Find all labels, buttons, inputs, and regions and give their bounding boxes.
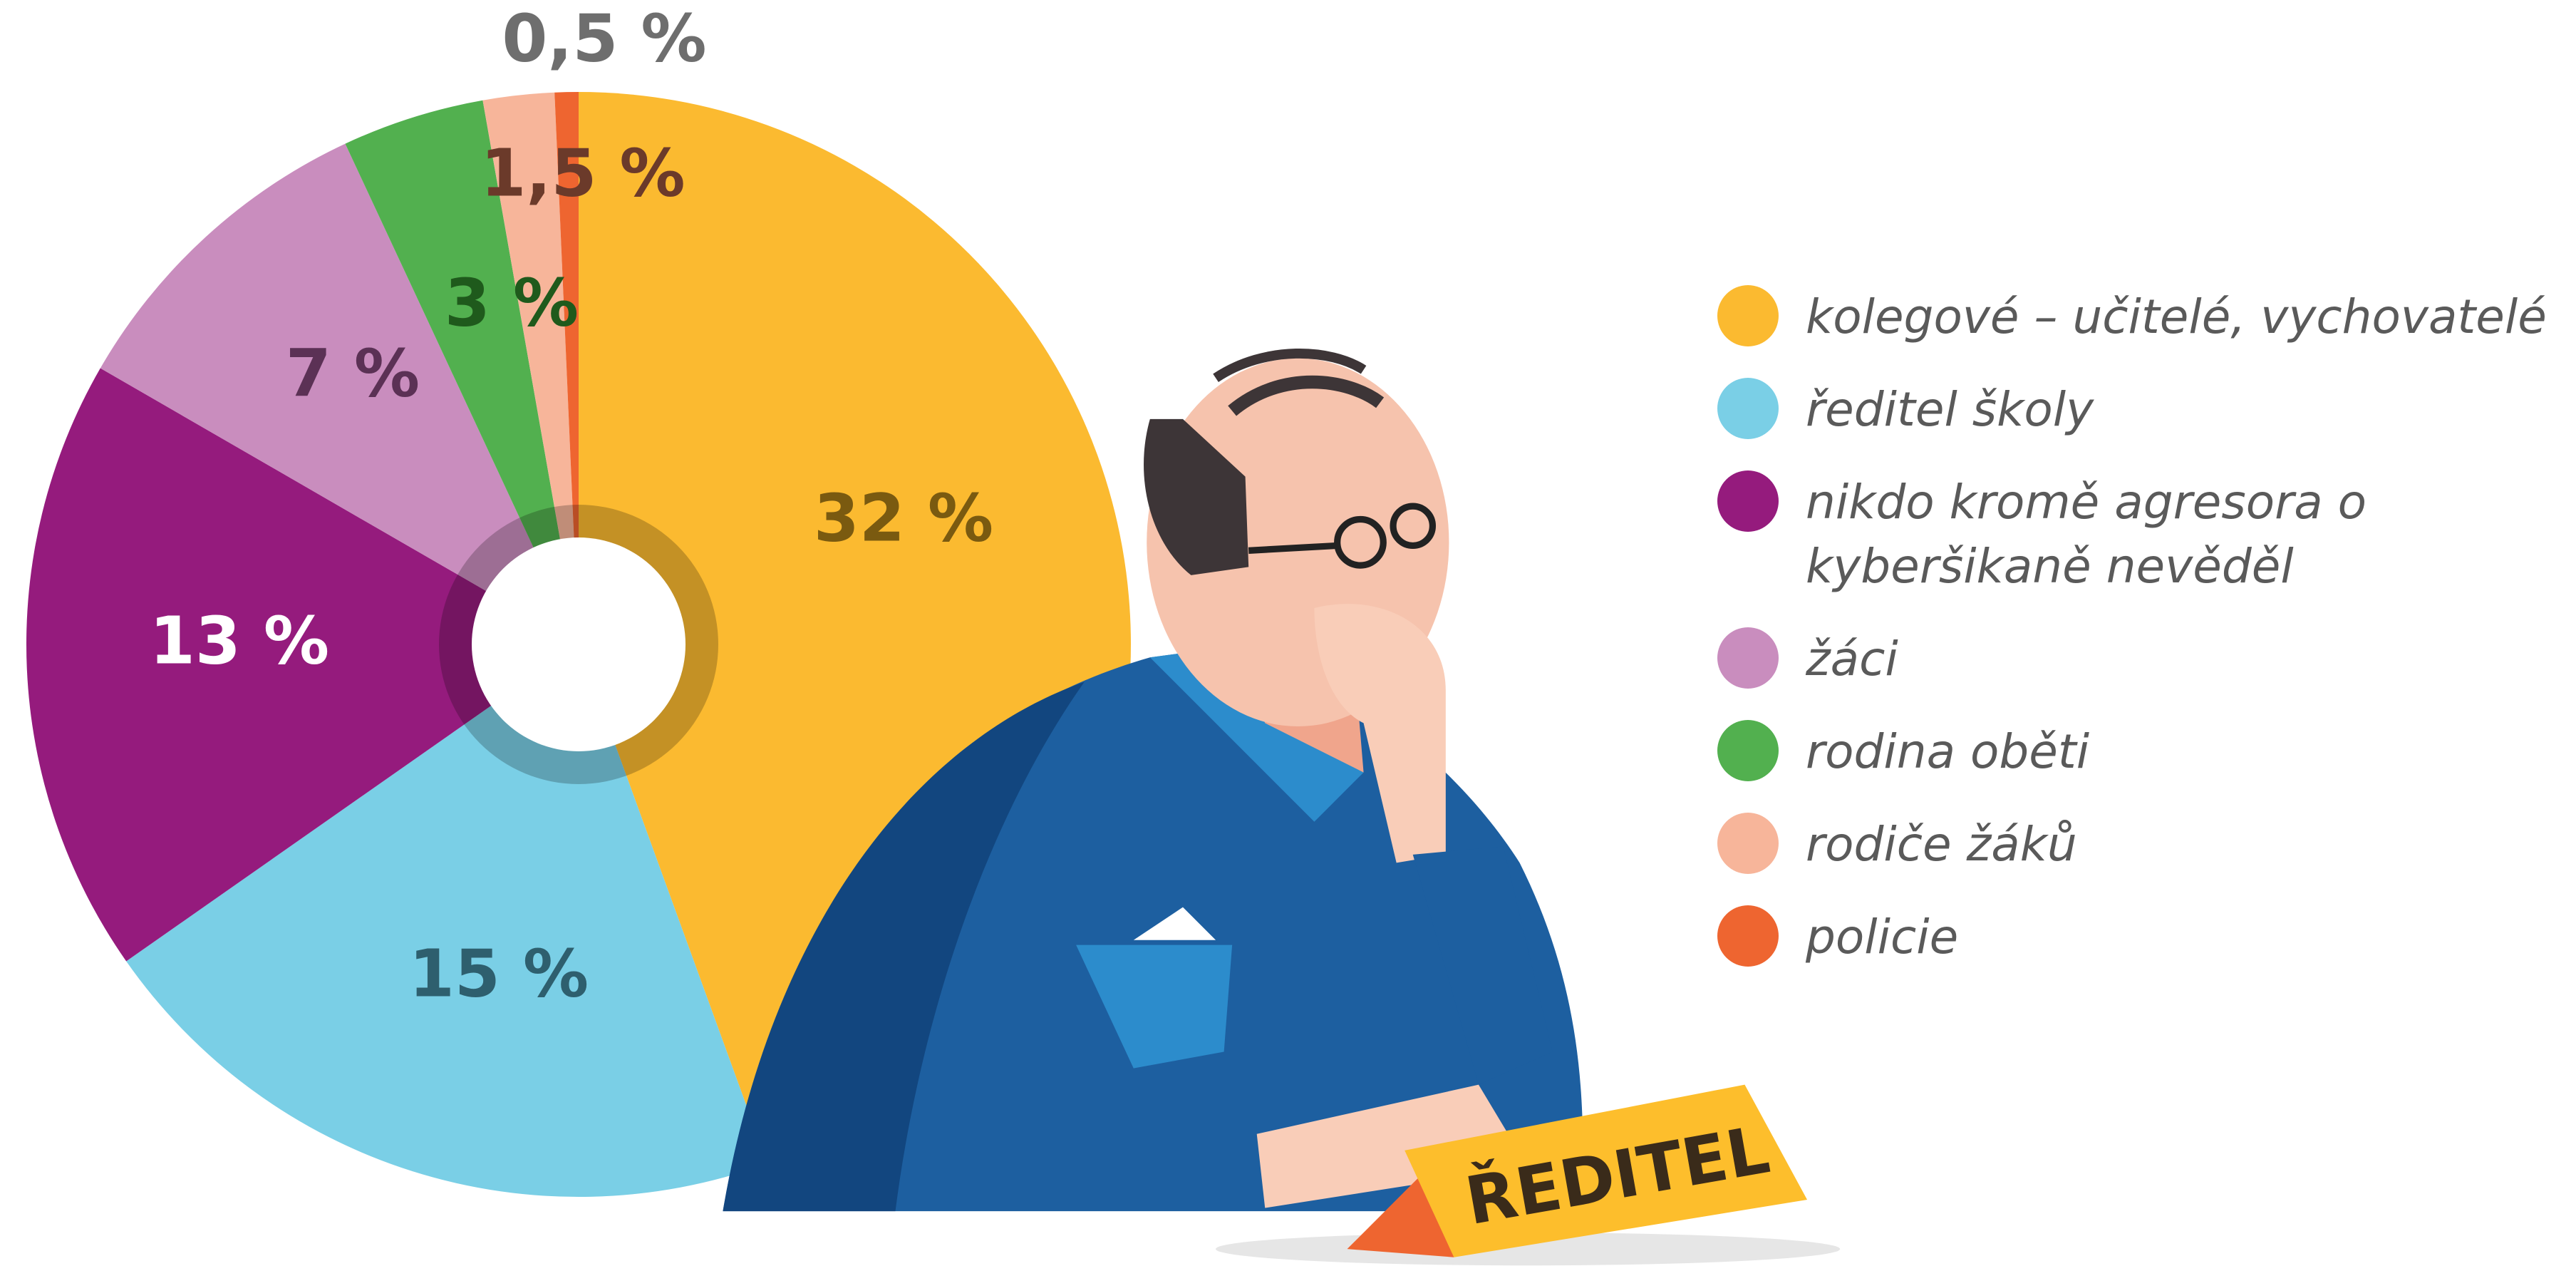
legend: kolegové – učitelé, vychovatelé ředitel š… [1717,285,2576,969]
data-label: 3 % [445,264,579,341]
legend-label: rodiče žáků [1806,817,2077,872]
legend-label: žáci [1806,632,1898,686]
legend-item: ředitel školy [1717,378,2576,442]
legend-label: kolegové – učitelé, vychovatelé [1806,289,2547,344]
legend-swatch [1717,470,1779,532]
pie-slice [482,92,579,645]
legend-swatch [1717,720,1779,781]
collar [1149,644,1364,822]
pocket [1076,945,1233,1069]
data-label: 15 % [409,935,589,1012]
legend-label: ředitel školy [1806,382,2094,437]
glasses [1390,503,1437,550]
hair [1144,418,1249,575]
legend-swatch [1717,813,1779,874]
legend-item: kolegové – učitelé, vychovatelé [1717,285,2576,349]
hair-top [1228,375,1385,416]
legend-swatch [1717,905,1779,967]
arm [1412,846,1553,1085]
data-label: 13 % [150,602,329,679]
body-shade [723,681,1085,1212]
handkerchief [1133,907,1216,940]
hair-top [1213,349,1367,383]
legend-swatch [1717,378,1779,439]
data-label: 32 % [814,480,993,556]
legend-swatch [1717,285,1779,346]
data-label: 1,5 % [480,135,685,211]
glasses [1334,515,1387,569]
legend-item: policie [1717,905,2576,969]
pie-slice [345,100,579,644]
pie: 32 % 15 % 13 % 7 % 3 % 1,5 % 0,5 % [26,0,1132,1197]
data-label: 0,5 % [502,0,706,76]
legend-label: nikdo kromě agresora o kyberšikaně nevěd… [1806,475,2367,594]
legend-label: policie [1806,910,1959,964]
glasses [1248,542,1338,554]
pie-slice [126,644,768,1197]
pie-slice [100,143,579,645]
sign [1405,1084,1808,1257]
legend-label: rodina oběti [1806,724,2090,779]
legend-item: rodina oběti [1717,720,2576,784]
legend-item: nikdo kromě agresora o kyberšikaně nevěd… [1717,470,2576,599]
pie-slice [554,92,579,644]
legend-swatch [1717,627,1779,689]
legend-item: rodiče žáků [1717,813,2576,877]
data-label: 7 % [286,335,420,411]
hand [1314,604,1446,863]
legend-item: žáci [1717,627,2576,691]
hole [472,537,686,751]
pie-slice [26,368,579,962]
